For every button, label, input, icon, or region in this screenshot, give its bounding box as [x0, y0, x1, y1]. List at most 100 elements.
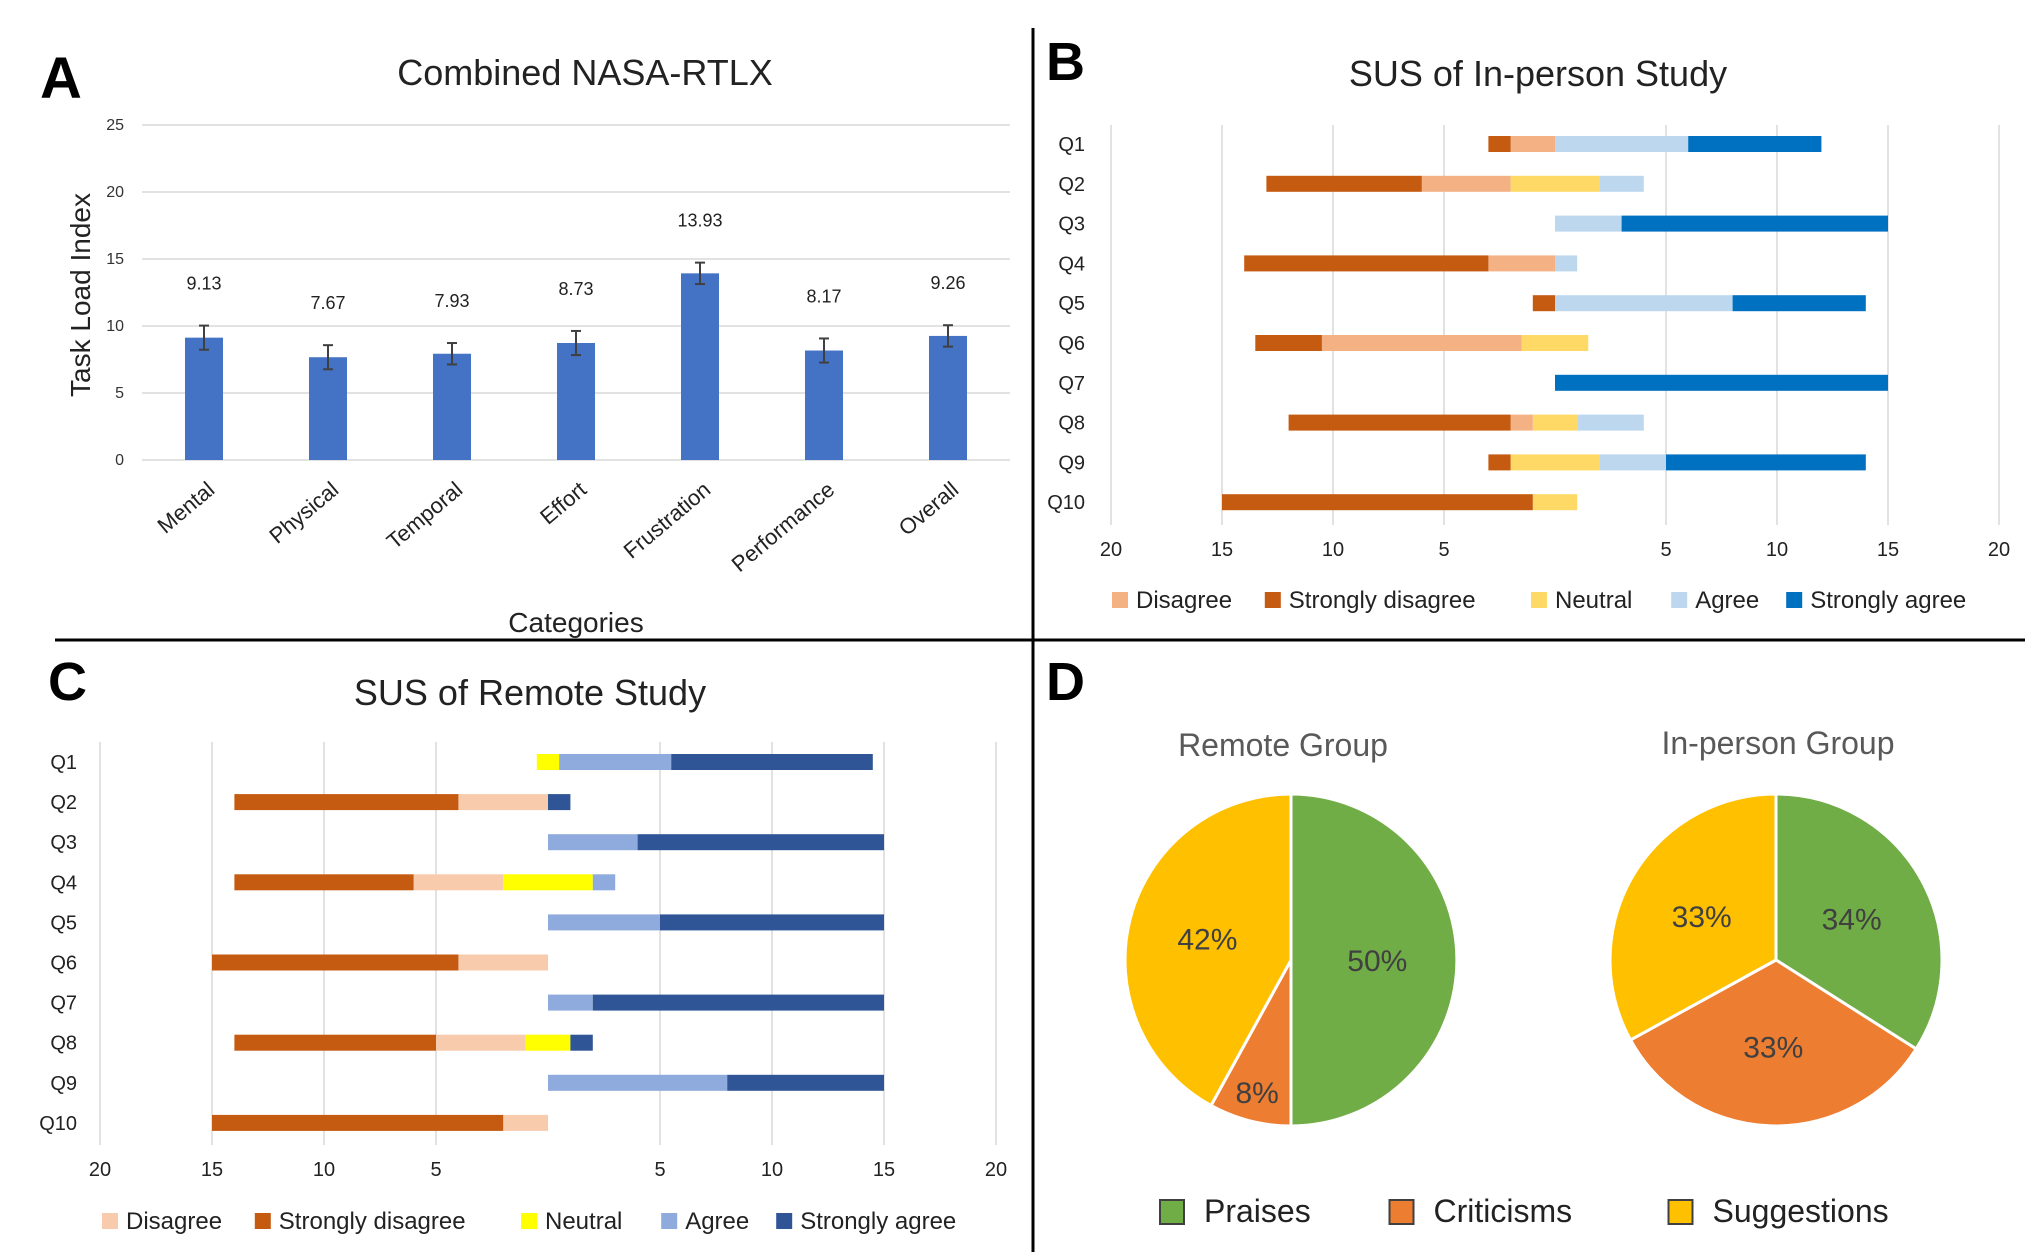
legend-label: Disagree: [1136, 587, 1232, 614]
data-label: 9.26: [930, 273, 965, 293]
row-label: Q10: [1047, 492, 1085, 514]
bar-agree: [1599, 454, 1666, 471]
legend-swatch: [521, 1213, 537, 1229]
row-label: Q5: [1058, 293, 1085, 315]
pie-data-label: 50%: [1347, 945, 1407, 978]
chart-c-title: SUS of Remote Study: [354, 672, 706, 713]
legend-label: Criticisms: [1434, 1193, 1573, 1229]
bar-neutral: [1510, 454, 1600, 471]
bar-strongly-agree: [1666, 454, 1866, 471]
pie-slice-suggestions: [1608, 792, 1778, 1043]
legend-label: Strongly disagree: [279, 1208, 466, 1235]
row-label: Q10: [39, 1113, 77, 1135]
x-tick-label: 5: [1438, 539, 1449, 561]
row-label: Q5: [50, 912, 77, 934]
bar-disagree: [503, 1114, 548, 1131]
row-label: Q7: [1058, 373, 1085, 395]
legend-swatch: [254, 1213, 271, 1229]
x-tick-label: 10: [1322, 539, 1344, 561]
bar-strongly-agree: [727, 1074, 884, 1091]
bar-strongly-agree: [660, 914, 884, 931]
row-label: Q8: [1058, 413, 1085, 435]
bar-strongly-disagree: [234, 1034, 436, 1051]
x-tick-label: 10: [761, 1159, 783, 1181]
x-tick-label: 5: [430, 1159, 441, 1181]
bar: [805, 350, 843, 460]
bar-strongly-disagree: [1222, 494, 1533, 511]
data-label: 7.67: [310, 293, 345, 313]
bar-neutral: [503, 874, 593, 891]
row-label: Q4: [1058, 253, 1085, 275]
legend-swatch: [1671, 592, 1688, 608]
pie-data-label: 33%: [1743, 1031, 1803, 1064]
bar-agree: [548, 834, 638, 851]
row-label: Q2: [1058, 174, 1085, 196]
bar-disagree: [458, 794, 548, 811]
bar-strongly-disagree: [1488, 454, 1511, 471]
row-label: Q1: [1058, 134, 1085, 156]
bar-agree: [1599, 175, 1644, 192]
pie-data-label: 8%: [1235, 1077, 1278, 1110]
y-tick-label: 5: [115, 385, 124, 402]
bar-agree: [1555, 136, 1689, 152]
x-tick-label: 10: [313, 1159, 335, 1181]
panel-label-a: A: [40, 46, 82, 111]
bar-neutral: [525, 1034, 571, 1051]
x-tick-label: 20: [1100, 539, 1122, 561]
legend-swatch: [1388, 1199, 1415, 1225]
legend-swatch: [1786, 592, 1803, 608]
chart-a-xlabel: Categories: [508, 607, 643, 638]
legend-label: Agree: [685, 1208, 749, 1235]
legend-swatch: [661, 1213, 678, 1229]
panel-label-c: C: [48, 652, 87, 712]
bar-strongly-agree: [671, 754, 873, 770]
bar-strongly-agree: [637, 834, 884, 851]
x-tick-label: Frustration: [619, 477, 716, 564]
row-label: Q9: [50, 1073, 77, 1095]
bar-disagree: [1510, 136, 1555, 152]
pie-remote-title: Remote Group: [1178, 727, 1388, 763]
bar-agree: [548, 994, 593, 1011]
bar-neutral: [536, 754, 560, 770]
bar-neutral: [1532, 494, 1578, 511]
legend-swatch: [1264, 592, 1281, 608]
bar-neutral: [1532, 414, 1578, 431]
legend-swatch: [1112, 592, 1128, 608]
bar-strongly-agree: [1732, 295, 1866, 312]
legend-swatch: [1667, 1199, 1694, 1225]
x-tick-label: 20: [985, 1159, 1007, 1181]
bar-strongly-disagree: [1488, 136, 1511, 152]
chart-b-title: SUS of In-person Study: [1349, 53, 1727, 94]
bar-strongly-disagree: [1532, 295, 1555, 312]
legend-label: Neutral: [545, 1208, 622, 1235]
bar-disagree: [1321, 335, 1522, 351]
panel-label-d: D: [1046, 652, 1085, 712]
bar-agree: [1577, 414, 1644, 431]
legend-label: Agree: [1695, 587, 1759, 614]
x-tick-label: Performance: [727, 477, 840, 577]
row-label: Q9: [1058, 452, 1085, 474]
bar-agree: [548, 1074, 728, 1091]
bar: [929, 335, 967, 460]
y-tick-label: 15: [106, 251, 124, 268]
row-label: Q8: [50, 1033, 77, 1055]
bar-agree: [548, 914, 660, 931]
data-label: 8.73: [558, 279, 593, 299]
legend-swatch: [102, 1213, 118, 1229]
x-tick-label: 5: [1660, 539, 1671, 561]
bar-disagree: [1488, 255, 1555, 272]
bar-agree: [1555, 255, 1578, 272]
pie-slice-suggestions: [1123, 792, 1293, 1108]
panel-b-diverging-bar-chart: SUS of In-person Study 20 15 10 5 5 10 15 20 Q1 Q…: [1047, 53, 2010, 614]
x-tick-label: 10: [1766, 539, 1788, 561]
bar-strongly-agree: [592, 994, 884, 1011]
bar: [681, 273, 719, 460]
legend-swatch: [1531, 592, 1547, 608]
bar-agree: [1555, 215, 1622, 232]
pie-slice-praises: [1289, 792, 1459, 1128]
bar-strongly-disagree: [1255, 335, 1322, 351]
y-tick-label: 10: [106, 318, 124, 335]
panel-c-diverging-bar-chart: SUS of Remote Study 20 15 10 5 5 10 15 20 Q1 Q2 Q3…: [39, 672, 1007, 1235]
y-tick-label: 20: [106, 184, 124, 201]
